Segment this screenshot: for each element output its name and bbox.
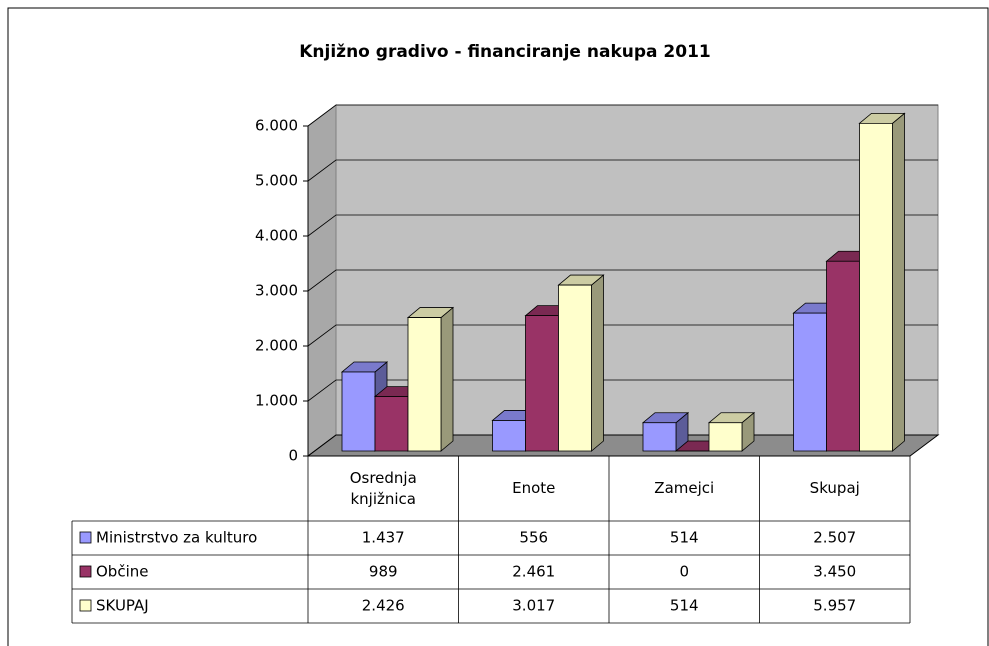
bar-front <box>642 422 677 452</box>
grid-line <box>307 159 938 182</box>
grid-line <box>307 214 938 237</box>
legend-swatch <box>79 599 92 612</box>
legend-label: Občine <box>96 563 148 581</box>
y-tick-label: 6.000 <box>255 117 298 135</box>
legend-label: SKUPAJ <box>96 597 149 615</box>
table-value: 514 <box>670 597 699 615</box>
table-value: 2.507 <box>813 529 856 547</box>
bar-front <box>708 422 743 452</box>
table-value: 1.437 <box>362 529 405 547</box>
table-value: 3.450 <box>813 563 856 581</box>
y-tick-label: 3.000 <box>255 282 298 300</box>
bar-front <box>826 260 860 452</box>
bar <box>858 112 906 452</box>
y-tick-label: 5.000 <box>255 172 298 190</box>
y-tick-label: 2.000 <box>255 337 298 355</box>
table-value: 0 <box>679 563 689 581</box>
table-value: 514 <box>670 529 699 547</box>
bar-front <box>407 317 442 452</box>
category-label: Skupaj <box>809 479 860 497</box>
bar-front <box>793 312 827 452</box>
table-value: 989 <box>369 563 398 581</box>
bar <box>406 306 455 452</box>
grid-line <box>307 104 938 127</box>
y-tick-label: 4.000 <box>255 227 298 245</box>
grid-line <box>307 269 938 292</box>
bar-front <box>492 420 526 452</box>
category-label: Osrednja knjižnica <box>349 468 417 508</box>
y-tick-label: 0 <box>288 447 298 465</box>
category-label: Zamejci <box>654 479 715 497</box>
table-value: 2.426 <box>362 597 405 615</box>
grid-line <box>307 324 938 347</box>
chart-frame <box>7 7 989 646</box>
legend-label: Ministrstvo za kulturo <box>96 529 257 547</box>
bar-side <box>440 306 454 452</box>
bar-front <box>859 122 893 452</box>
y-tick-label: 1.000 <box>255 392 298 410</box>
grid-line <box>307 379 938 402</box>
table-value: 556 <box>519 529 548 547</box>
bar-front <box>374 396 409 452</box>
bar-front <box>525 315 559 452</box>
category-label: Enote <box>512 479 556 497</box>
bar-side <box>892 112 905 452</box>
bar <box>641 411 690 452</box>
bar <box>707 411 756 452</box>
legend-swatch <box>79 565 92 578</box>
chart-title: Knjižno gradivo - financiranje nakupa 20… <box>299 42 710 62</box>
table-value: 3.017 <box>512 597 555 615</box>
table-value: 5.957 <box>813 597 856 615</box>
bar-front <box>341 371 376 452</box>
legend-swatch <box>79 531 92 544</box>
bar-side <box>591 274 604 452</box>
bar-front <box>558 284 592 452</box>
table-value: 2.461 <box>512 563 555 581</box>
bar <box>557 274 605 452</box>
